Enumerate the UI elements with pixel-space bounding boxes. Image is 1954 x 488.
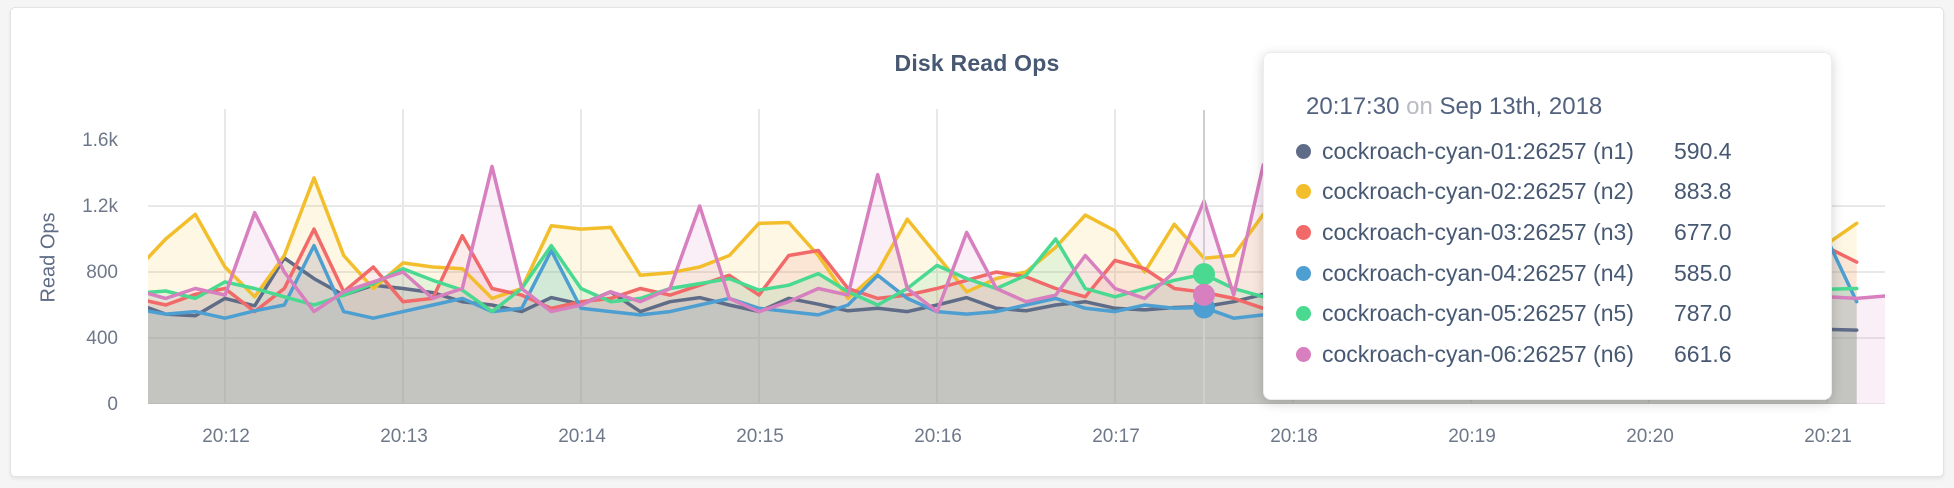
tooltip-date: Sep 13th, 2018 <box>1439 93 1603 120</box>
y-tick-label: 1.2k <box>82 196 118 217</box>
tooltip-series-name: cockroach-cyan-01:26257 (n1) <box>1322 137 1634 164</box>
x-tick-label: 20:14 <box>558 426 606 447</box>
tooltip-series-name: cockroach-cyan-06:26257 (n6) <box>1322 340 1634 367</box>
tooltip-row: cockroach-cyan-03:26257 (n3) 677.0 <box>1264 212 1831 253</box>
series-color-dot-icon <box>1296 143 1311 159</box>
series-color-dot-icon <box>1296 346 1311 362</box>
x-tick-label: 20:21 <box>1804 426 1852 447</box>
tooltip-series-value: 787.0 <box>1674 300 1732 327</box>
y-tick-label: 0 <box>107 394 118 415</box>
tooltip-row: cockroach-cyan-01:26257 (n1) 590.4 <box>1264 131 1831 172</box>
hover-tooltip: 20:17:30 on Sep 13th, 2018 cockroach-cya… <box>1263 52 1832 400</box>
y-tick-label: 1.6k <box>82 130 118 151</box>
tooltip-series-name: cockroach-cyan-04:26257 (n4) <box>1322 259 1634 286</box>
tooltip-series-name: cockroach-cyan-05:26257 (n5) <box>1322 300 1634 327</box>
series-color-dot-icon <box>1296 224 1311 240</box>
tooltip-row: cockroach-cyan-02:26257 (n2) 883.8 <box>1264 172 1831 213</box>
y-tick-label: 400 <box>86 328 118 349</box>
x-tick-label: 20:15 <box>736 426 784 447</box>
hover-dot <box>1193 263 1216 286</box>
tooltip-series-value: 590.4 <box>1674 137 1732 164</box>
tooltip-connector: on <box>1406 93 1433 120</box>
x-tick-label: 20:17 <box>1092 426 1140 447</box>
tooltip-series-name: cockroach-cyan-02:26257 (n2) <box>1322 178 1634 205</box>
x-tick-label: 20:19 <box>1448 426 1496 447</box>
x-tick-label: 20:16 <box>914 426 962 447</box>
x-tick-label: 20:20 <box>1626 426 1674 447</box>
tooltip-row: cockroach-cyan-06:26257 (n6) 661.6 <box>1264 334 1831 375</box>
tooltip-series-value: 677.0 <box>1674 218 1732 245</box>
tooltip-row: cockroach-cyan-05:26257 (n5) 787.0 <box>1264 293 1831 334</box>
tooltip-header: 20:17:30 on Sep 13th, 2018 <box>1306 93 1602 121</box>
chart-title: Disk Read Ops <box>894 50 1060 76</box>
tooltip-time: 20:17:30 <box>1306 93 1400 120</box>
tooltip-row: cockroach-cyan-04:26257 (n4) 585.0 <box>1264 253 1831 294</box>
y-tick-label: 800 <box>86 262 118 283</box>
series-color-dot-icon <box>1296 306 1311 322</box>
tooltip-series-value: 661.6 <box>1674 340 1732 367</box>
x-tick-label: 20:12 <box>202 426 250 447</box>
x-tick-label: 20:13 <box>380 426 428 447</box>
tooltip-series-name: cockroach-cyan-03:26257 (n3) <box>1322 218 1634 245</box>
series-color-dot-icon <box>1296 265 1311 281</box>
tooltip-series-value: 585.0 <box>1674 259 1732 286</box>
series-color-dot-icon <box>1296 184 1311 200</box>
tooltip-rows: cockroach-cyan-01:26257 (n1) 590.4 cockroa… <box>1264 131 1831 375</box>
tooltip-series-value: 883.8 <box>1674 178 1732 205</box>
hover-dot <box>1193 283 1216 306</box>
x-tick-label: 20:18 <box>1270 426 1318 447</box>
